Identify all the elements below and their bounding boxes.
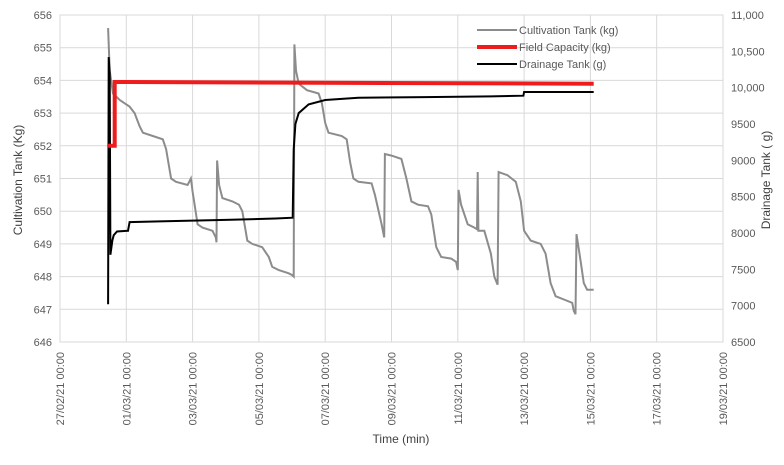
y-right-tick-label: 7500 [731, 264, 755, 276]
x-axis-title: Time (min) [373, 432, 430, 446]
y-right-tick-label: 10,500 [731, 46, 765, 58]
legend: Cultivation Tank (kg) Field Capacity (kg)… [477, 25, 618, 71]
y-right-tick-label: 11,000 [731, 10, 764, 22]
y-left-tick-label: 651 [34, 174, 52, 186]
x-tick-label: 15/03/21 00:00 [585, 352, 597, 425]
x-tick-label: 13/03/21 00:00 [519, 352, 531, 425]
y-left-tick-label: 647 [34, 304, 52, 316]
y-left-tick-label: 654 [34, 75, 52, 87]
y-left-tick-label: 650 [34, 206, 52, 218]
y-right-tick-label: 10,000 [731, 83, 765, 95]
x-tick-label: 09/03/21 00:00 [387, 352, 399, 425]
y-left-tick-label: 648 [34, 272, 52, 284]
y-left-tick-label: 649 [34, 239, 52, 251]
legend-label: Cultivation Tank (kg) [519, 25, 618, 37]
x-tick-label: 07/03/21 00:00 [320, 352, 332, 425]
y-left-tick-label: 656 [34, 10, 52, 22]
y-left-tick-label: 653 [34, 108, 52, 120]
plot-frame [59, 14, 724, 343]
y-left-tick-label: 646 [34, 337, 52, 349]
axes [59, 14, 724, 343]
x-tick-label: 11/03/21 00:00 [453, 352, 465, 425]
y-left-tick-labels: 646 647 648 649 650 651 652 653 654 655 656 [34, 10, 52, 349]
x-tick-label: 01/03/21 00:00 [121, 352, 133, 425]
x-tick-labels: 27/02/21 00:00 01/03/21 00:00 03/03/21 00:… [55, 352, 730, 425]
legend-label: Drainage Tank (g) [519, 59, 606, 71]
x-tick-label: 27/02/21 00:00 [55, 352, 67, 425]
x-tick-label: 05/03/21 00:00 [254, 352, 266, 425]
x-tick-label: 03/03/21 00:00 [188, 352, 200, 425]
gridlines [59, 14, 724, 343]
y-right-tick-label: 7000 [731, 301, 755, 313]
y-right-tick-label: 9500 [731, 119, 755, 131]
x-tick-label: 17/03/21 00:00 [652, 352, 664, 425]
series-line [107, 57, 594, 305]
y-left-axis-title: Cultivation Tank (Kg) [11, 125, 25, 236]
series-line [107, 28, 594, 315]
y-right-tick-label: 6500 [731, 337, 755, 349]
y-left-tick-label: 652 [34, 141, 52, 153]
y-right-tick-labels: 6500 7000 7500 8000 8500 9000 9500 10,000 10,500… [731, 10, 765, 349]
y-right-tick-label: 9000 [731, 155, 755, 167]
legend-label: Field Capacity (kg) [519, 42, 611, 54]
y-left-tick-label: 655 [34, 43, 52, 55]
series-lines [107, 28, 594, 315]
y-right-axis-title: Drainage Tank ( g) [759, 131, 773, 230]
series-line [108, 79, 594, 148]
y-right-tick-label: 8500 [731, 192, 755, 204]
y-right-tick-label: 8000 [731, 228, 755, 240]
x-tick-label: 19/03/21 00:00 [718, 352, 730, 425]
